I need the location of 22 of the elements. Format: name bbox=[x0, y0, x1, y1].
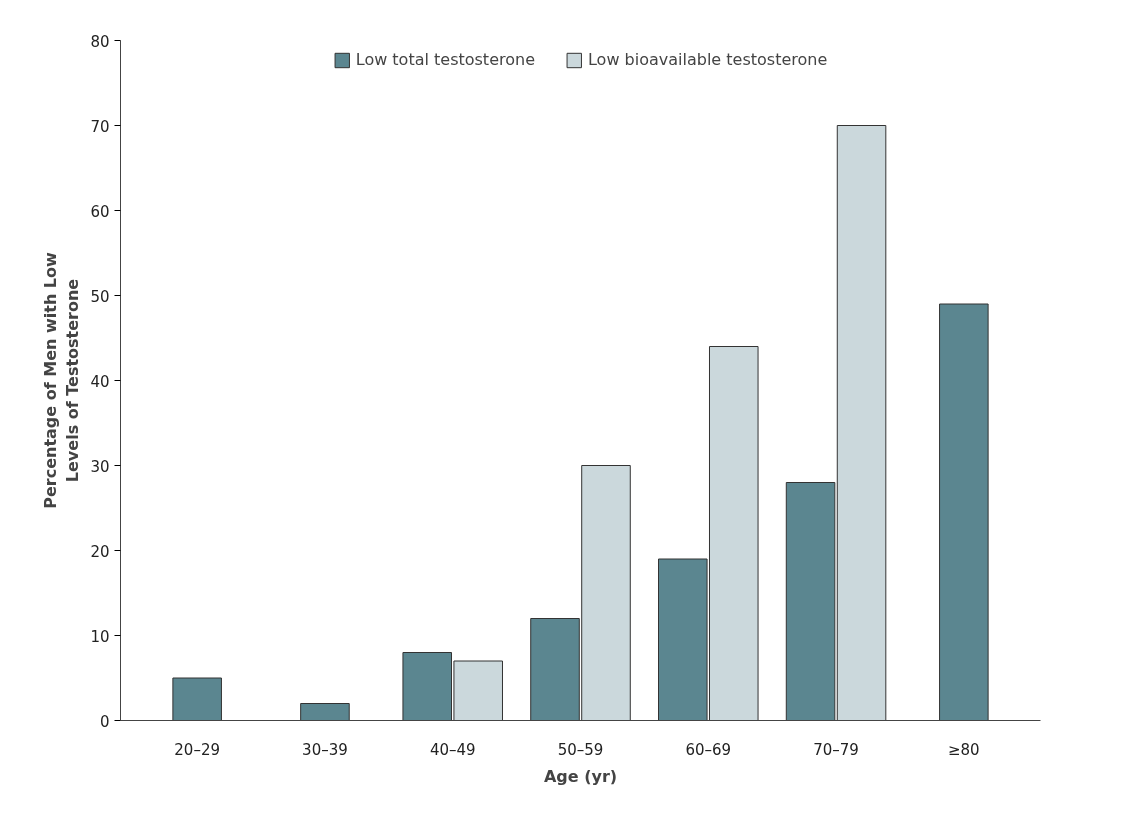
y-axis-title: Percentage of Men with Low Levels of Testosterone bbox=[40, 251, 83, 509]
x-tick-label: 20–29 bbox=[174, 740, 221, 759]
y-tick-label: 20 bbox=[90, 542, 110, 561]
x-tick-label: 30–39 bbox=[302, 740, 348, 759]
x-axis-title: Age (yr) bbox=[543, 766, 618, 786]
y-tick-label: 10 bbox=[90, 627, 110, 646]
y-tick-label: 50 bbox=[90, 287, 110, 306]
bar bbox=[836, 125, 887, 721]
legend-label: Low total testosterone bbox=[355, 50, 535, 69]
x-tick-label: 40–49 bbox=[429, 740, 476, 759]
y-tick-label: 30 bbox=[90, 457, 110, 476]
x-tick-label: 70–79 bbox=[813, 740, 859, 759]
y-tick-label: 40 bbox=[90, 372, 110, 391]
x-tick-label: 60–69 bbox=[685, 740, 732, 759]
x-tick-label: ≥80 bbox=[948, 740, 980, 759]
x-tick-label: 50–59 bbox=[557, 740, 604, 759]
y-tick-label: 0 bbox=[99, 712, 110, 731]
y-tick-label: 60 bbox=[90, 202, 110, 221]
legend-label: Low bioavailable testosterone bbox=[587, 50, 828, 69]
bar bbox=[785, 482, 836, 721]
y-tick-label: 80 bbox=[90, 32, 110, 51]
y-tick-label: 70 bbox=[90, 117, 110, 136]
